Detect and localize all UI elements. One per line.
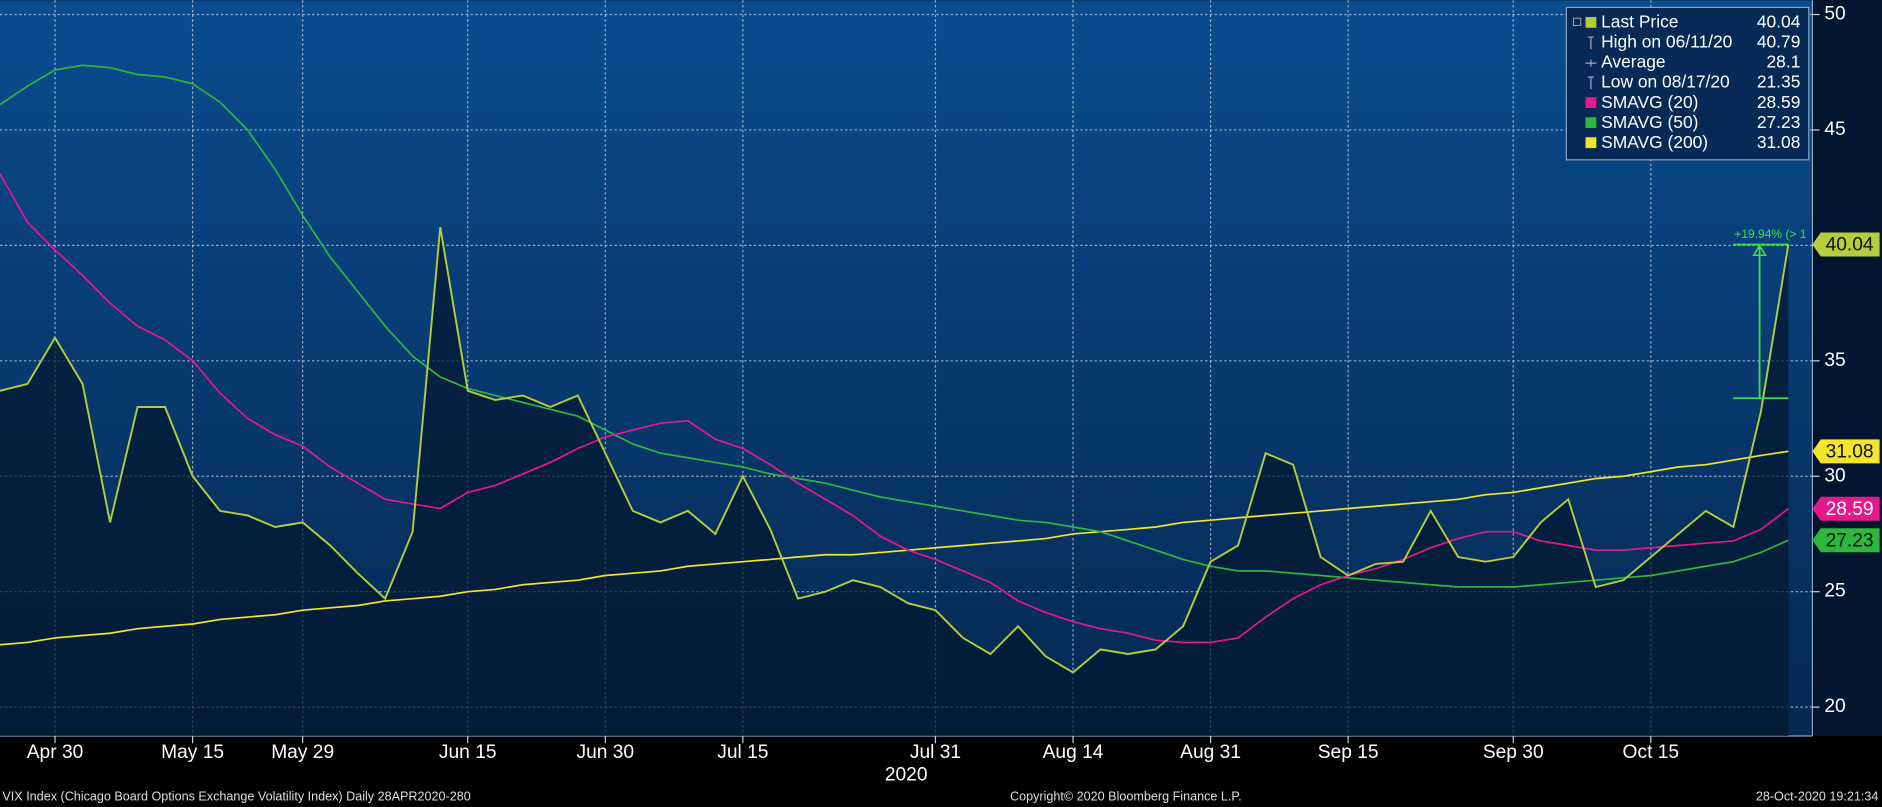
- legend-label: SMAVG (20): [1601, 92, 1698, 112]
- value-tag: [1812, 528, 1880, 553]
- value-tag: [1812, 439, 1880, 464]
- x-tick-label: Jul 15: [717, 742, 768, 763]
- x-tick-label: Sep 30: [1483, 742, 1544, 763]
- value-tag-label: 40.04: [1826, 235, 1874, 256]
- y-tick-label: 30: [1824, 465, 1845, 486]
- legend-value: 28.59: [1757, 92, 1801, 112]
- y-tick-label: 35: [1824, 350, 1845, 371]
- legend-symbol: [1587, 76, 1594, 90]
- legend-box: [1565, 6, 1810, 161]
- legend-swatch: [1585, 17, 1597, 28]
- x-tick-label: Aug 31: [1180, 742, 1241, 763]
- y-tick-label: 20: [1824, 696, 1845, 717]
- annotation-text: +19.94% (> 1: [1734, 227, 1806, 241]
- footer-right: 28-Oct-2020 19:21:34: [1756, 790, 1879, 804]
- value-tag-label: 27.23: [1826, 530, 1874, 551]
- value-tag: [1812, 496, 1880, 521]
- axis-area: [1812, 0, 1882, 736]
- legend-label: High on 06/11/20: [1601, 32, 1732, 52]
- legend-swatch: [1585, 117, 1597, 129]
- y-tick-label: 50: [1824, 4, 1845, 25]
- footer-left: VIX Index (Chicago Board Options Exchang…: [2, 790, 470, 804]
- value-tag-label: 28.59: [1826, 499, 1874, 520]
- x-tick-label: Sep 15: [1318, 742, 1379, 763]
- legend-swatch: [1585, 137, 1597, 149]
- x-tick-label: May 29: [271, 742, 334, 763]
- legend-label: SMAVG (50): [1601, 112, 1698, 132]
- x-tick-label: Jul 31: [910, 742, 961, 763]
- price-area: [0, 227, 1789, 736]
- legend-label: Low on 08/17/20: [1601, 72, 1730, 92]
- legend-value: 21.35: [1757, 72, 1801, 92]
- y-tick-label: 25: [1824, 581, 1845, 602]
- value-tag: [1812, 232, 1880, 257]
- legend-value: 40.79: [1757, 32, 1801, 52]
- legend-symbol: [1585, 59, 1597, 67]
- legend-symbol: [1587, 36, 1594, 50]
- legend-label: SMAVG (200): [1601, 132, 1708, 152]
- footer-center: Copyright© 2020 Bloomberg Finance L.P.: [1010, 790, 1242, 804]
- value-tag-label: 31.08: [1826, 442, 1874, 463]
- legend-swatch: [1585, 97, 1597, 108]
- x-tick-label: Oct 15: [1623, 742, 1680, 763]
- legend-value: 31.08: [1757, 132, 1801, 152]
- legend: Last Price 40.04 High on 06/11/20 40.79 Aver…: [1565, 6, 1810, 161]
- series-line: [0, 173, 1789, 644]
- x-tick-label: May 15: [161, 742, 224, 763]
- series-line: [0, 64, 1789, 588]
- legend-value: 40.04: [1757, 12, 1801, 32]
- legend-collapse: [1573, 17, 1582, 26]
- annotation-arrow: [1752, 244, 1767, 257]
- series-line: [0, 450, 1789, 646]
- y-tick-label: 45: [1824, 119, 1845, 140]
- x-tick-label: Jun 15: [439, 742, 497, 763]
- x-axis-year: 2020: [885, 765, 928, 786]
- series-line: [0, 227, 1790, 674]
- legend-label: Last Price: [1601, 12, 1678, 32]
- legend-label: Average: [1601, 52, 1665, 72]
- x-tick-label: Apr 30: [27, 742, 84, 763]
- legend-value: 27.23: [1757, 112, 1801, 132]
- x-tick-label: Aug 14: [1043, 742, 1104, 763]
- legend-value: 28.1: [1767, 52, 1801, 72]
- x-tick-label: Jun 30: [576, 742, 634, 763]
